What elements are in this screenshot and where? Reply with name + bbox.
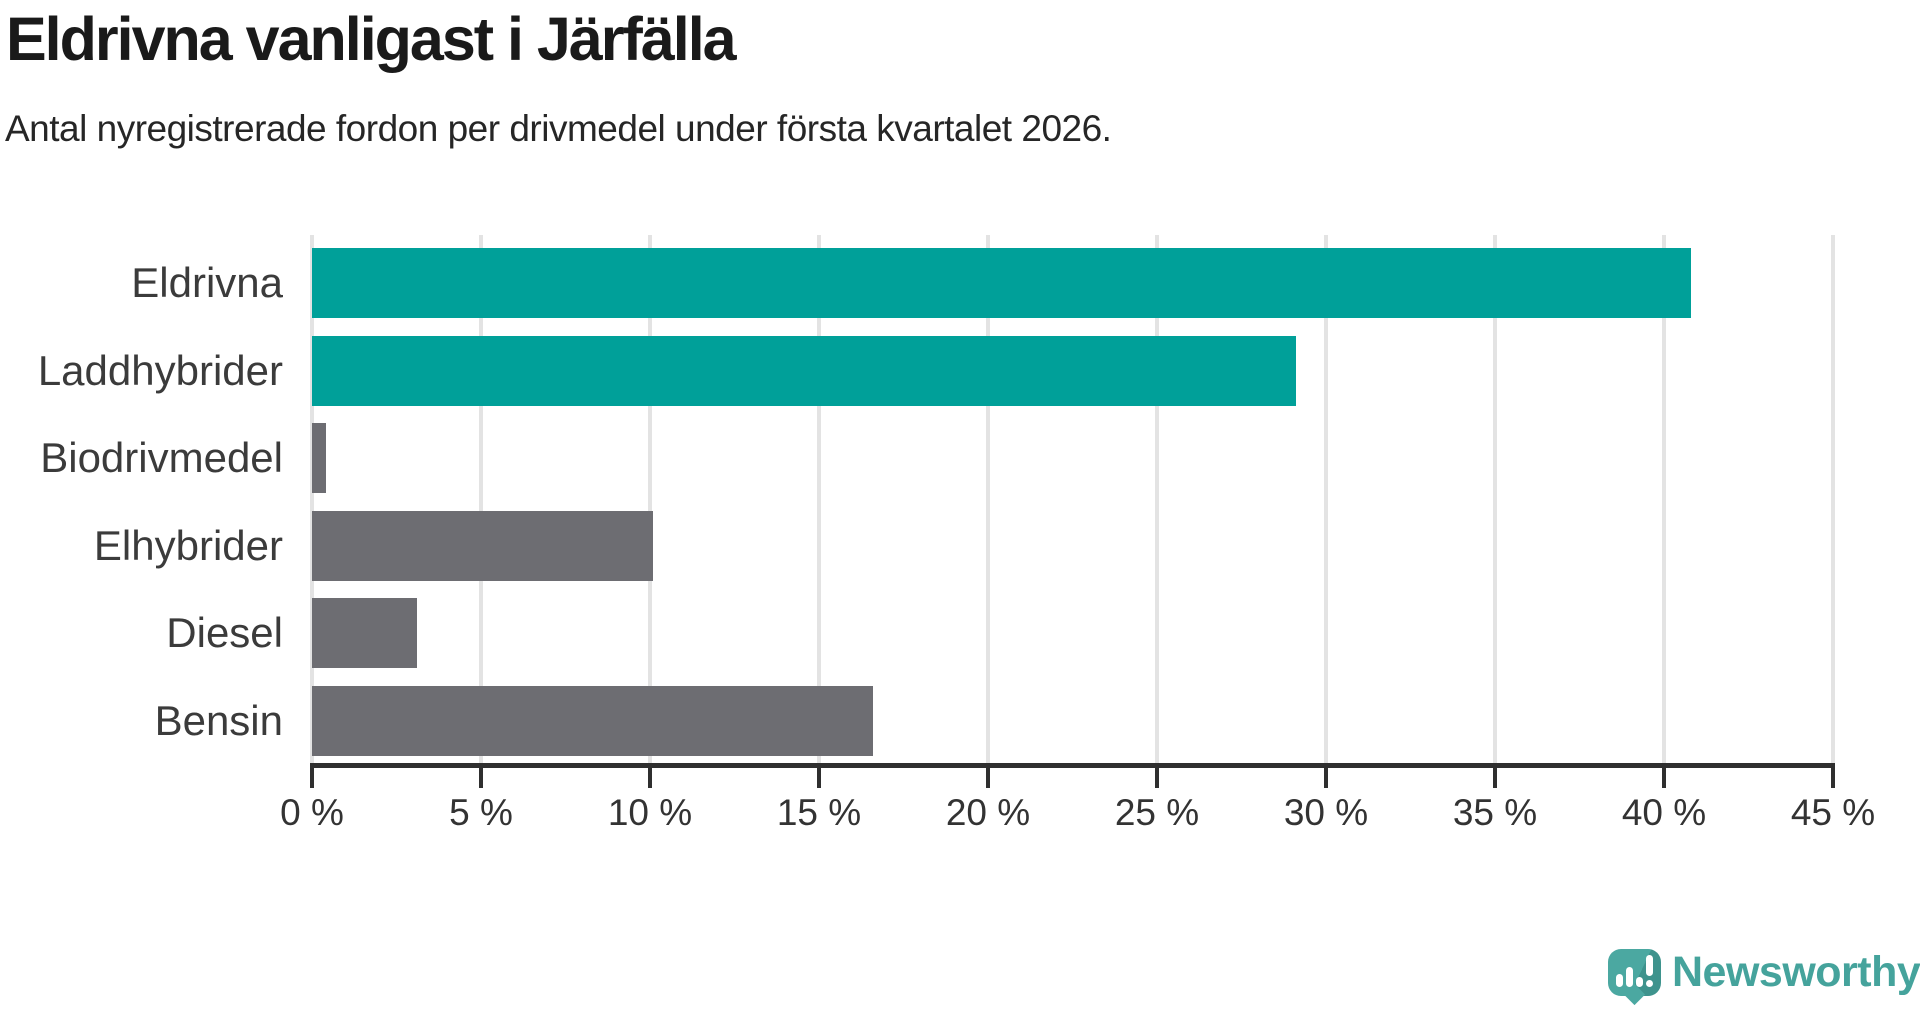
bar-elhybrider bbox=[312, 510, 654, 581]
gridline bbox=[479, 235, 483, 763]
x-axis-tick bbox=[648, 763, 652, 788]
x-axis-tick-label: 25 % bbox=[1114, 792, 1200, 833]
x-axis-tick-label: 30 % bbox=[1283, 792, 1369, 833]
bar-biodrivmedel bbox=[312, 423, 326, 493]
gridline bbox=[1493, 235, 1497, 763]
x-axis-tick bbox=[986, 763, 990, 788]
gridline bbox=[817, 235, 821, 763]
logo-bar-glyph bbox=[1636, 977, 1643, 987]
logo-bar-glyph bbox=[1626, 967, 1633, 987]
gridline bbox=[310, 235, 314, 763]
category-label-elhybrider: Elhybrider bbox=[93, 521, 283, 569]
logo-exclamation-dot bbox=[1646, 980, 1653, 987]
gridline bbox=[1155, 235, 1159, 763]
newsworthy-logo: Newsworthy bbox=[1608, 948, 1920, 1006]
logo-text: Newsworthy bbox=[1672, 948, 1920, 996]
bar-laddhybrider bbox=[312, 335, 1296, 406]
gridline bbox=[648, 235, 652, 763]
x-axis-tick-label: 20 % bbox=[945, 792, 1031, 833]
x-axis-tick bbox=[1831, 763, 1835, 788]
x-axis-tick-label: 35 % bbox=[1452, 792, 1538, 833]
logo-bar-glyph bbox=[1616, 974, 1623, 987]
category-label-bensin: Bensin bbox=[154, 696, 283, 744]
chart-subtitle: Antal nyregistrerade fordon per drivmede… bbox=[5, 108, 1112, 149]
x-axis-tick-label: 15 % bbox=[776, 792, 862, 833]
x-axis-tick bbox=[817, 763, 821, 788]
bar-diesel bbox=[312, 598, 417, 668]
gridline bbox=[1831, 235, 1835, 763]
logo-exclamation-glyph bbox=[1646, 955, 1653, 976]
gridline bbox=[986, 235, 990, 763]
gridline bbox=[1324, 235, 1328, 763]
bar-eldrivna bbox=[312, 248, 1692, 318]
category-label-laddhybrider: Laddhybrider bbox=[37, 346, 283, 394]
x-axis-tick-label: 10 % bbox=[607, 792, 693, 833]
gridline bbox=[1662, 235, 1666, 763]
x-axis-tick-label: 40 % bbox=[1621, 792, 1707, 833]
x-axis-tick bbox=[1662, 763, 1666, 788]
x-axis-tick bbox=[1155, 763, 1159, 788]
category-label-eldrivna: Eldrivna bbox=[131, 259, 283, 306]
x-axis-tick bbox=[310, 763, 314, 788]
newsworthy-chart-bubble-icon bbox=[1608, 949, 1661, 1006]
x-axis-tick-label: 0 % bbox=[280, 792, 344, 833]
x-axis-tick bbox=[1493, 763, 1497, 788]
bar-bensin bbox=[312, 685, 874, 756]
x-axis-tick bbox=[1324, 763, 1328, 788]
x-axis-tick-label: 45 % bbox=[1790, 792, 1876, 833]
x-axis-tick-label: 5 % bbox=[449, 792, 513, 833]
chart-title: Eldrivna vanligast i Järfälla bbox=[6, 5, 737, 73]
x-axis-line bbox=[310, 763, 1835, 768]
category-label-biodrivmedel: Biodrivmedel bbox=[40, 434, 283, 481]
x-axis-tick bbox=[479, 763, 483, 788]
category-label-diesel: Diesel bbox=[166, 609, 283, 656]
